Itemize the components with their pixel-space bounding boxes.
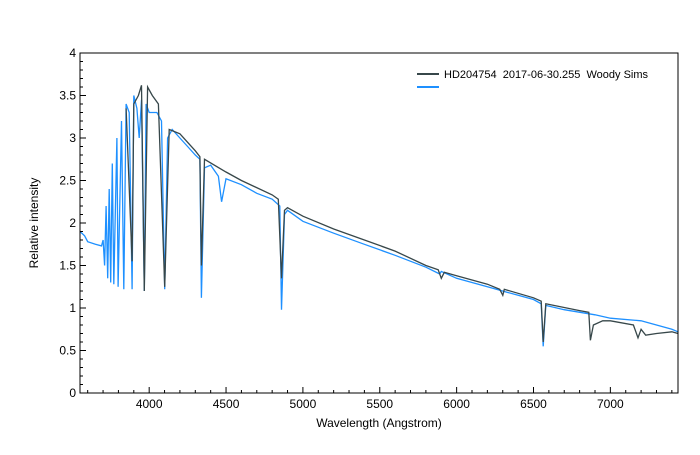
y-tick-label: 1.5 (59, 259, 76, 273)
series-line-0 (125, 84, 679, 343)
x-tick-label: 6500 (520, 397, 547, 411)
y-tick-label: 2 (69, 216, 76, 230)
x-tick-label: 5000 (290, 397, 317, 411)
y-tick-label: 0.5 (59, 344, 76, 358)
y-axis-label: Relative intensity (27, 178, 41, 269)
x-axis-label: Wavelength (Angstrom) (316, 416, 442, 430)
plot-frame (79, 52, 679, 394)
x-tick-label: 6000 (443, 397, 470, 411)
y-tick-label: 3 (69, 131, 76, 145)
y-tick-label: 3.5 (59, 89, 76, 103)
x-tick-label: 7000 (597, 397, 624, 411)
legend: HD204754 2017-06-30.255 Woody Sims (417, 69, 649, 88)
x-tick-label: 5500 (366, 397, 393, 411)
y-tick-label: 2.5 (59, 174, 76, 188)
y-tick-label: 4 (69, 46, 76, 60)
x-tick-label: 4000 (136, 397, 163, 411)
y-tick-label: 1 (69, 301, 76, 315)
y-tick-label: 0 (69, 386, 76, 400)
legend-label-0: HD204754 2017-06-30.255 Woody Sims (444, 69, 649, 81)
series-line-1 (79, 95, 679, 347)
x-tick-label: 4500 (213, 397, 240, 411)
